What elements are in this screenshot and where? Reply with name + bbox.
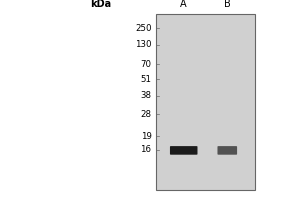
FancyBboxPatch shape [170, 146, 197, 155]
Text: 250: 250 [135, 24, 152, 33]
Text: 28: 28 [140, 110, 152, 119]
Text: 38: 38 [140, 91, 152, 100]
Text: 51: 51 [140, 75, 152, 84]
Text: A: A [180, 0, 187, 9]
Bar [156, 14, 255, 190]
Text: 19: 19 [141, 132, 152, 141]
FancyBboxPatch shape [218, 146, 237, 155]
Text: 16: 16 [140, 145, 152, 154]
Text: 130: 130 [135, 40, 152, 49]
Text: 70: 70 [140, 60, 152, 69]
Text: kDa: kDa [90, 0, 111, 9]
Text: B: B [224, 0, 231, 9]
